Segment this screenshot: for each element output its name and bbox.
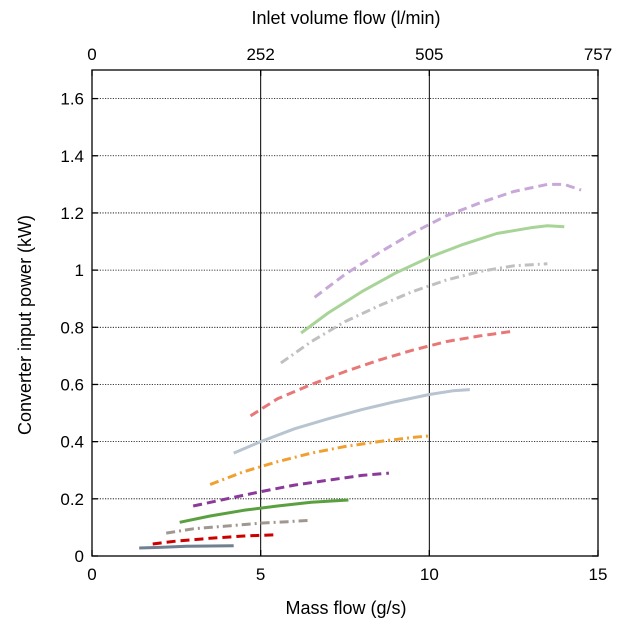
y-tick-label: 0.8 <box>60 318 84 337</box>
grid-layer <box>92 70 598 556</box>
series-line-5 <box>192 471 390 508</box>
plot-frame <box>91 69 599 557</box>
series-line-1 <box>139 544 234 550</box>
series-line-2 <box>152 533 275 546</box>
series-line-8 <box>249 330 511 418</box>
tick-layer: 0 0.2 0.4 0.6 0.8 1 1.2 1.4 1.6 0 5 10 15 0 252 505 757 <box>60 45 612 584</box>
series-line-6 <box>209 434 430 486</box>
y-axis-title: Converter input power (kW) <box>15 215 35 435</box>
x2-tick-label: 505 <box>415 45 443 64</box>
y-tick-label: 0.4 <box>60 433 84 452</box>
x-axis-title: Mass flow (g/s) <box>285 598 406 618</box>
x-tick-label: 5 <box>256 565 265 584</box>
y-tick-label: 0.2 <box>60 490 84 509</box>
series-line-3 <box>165 518 312 535</box>
y-tick-label: 1.4 <box>60 147 84 166</box>
y-tick-label: 0 <box>75 547 84 566</box>
y-tick-label: 1.2 <box>60 204 84 223</box>
y-tick-label: 1 <box>75 261 84 280</box>
x-tick-label: 15 <box>589 565 608 584</box>
x-tick-label: 0 <box>87 565 96 584</box>
x2-tick-label: 0 <box>87 45 96 64</box>
series-layer <box>139 182 582 550</box>
series-line-7 <box>233 388 470 455</box>
y-tick-label: 0.6 <box>60 375 84 394</box>
series-line-9 <box>280 262 548 365</box>
x2-axis-title: Inlet volume flow (l/min) <box>251 8 440 28</box>
x-tick-label: 10 <box>420 565 439 584</box>
x2-tick-label: 757 <box>584 45 612 64</box>
y-tick-label: 1.6 <box>60 90 84 109</box>
x2-tick-label: 252 <box>246 45 274 64</box>
series-line-4 <box>179 498 349 524</box>
series-line-11 <box>313 182 582 299</box>
series-line-10 <box>300 224 565 335</box>
